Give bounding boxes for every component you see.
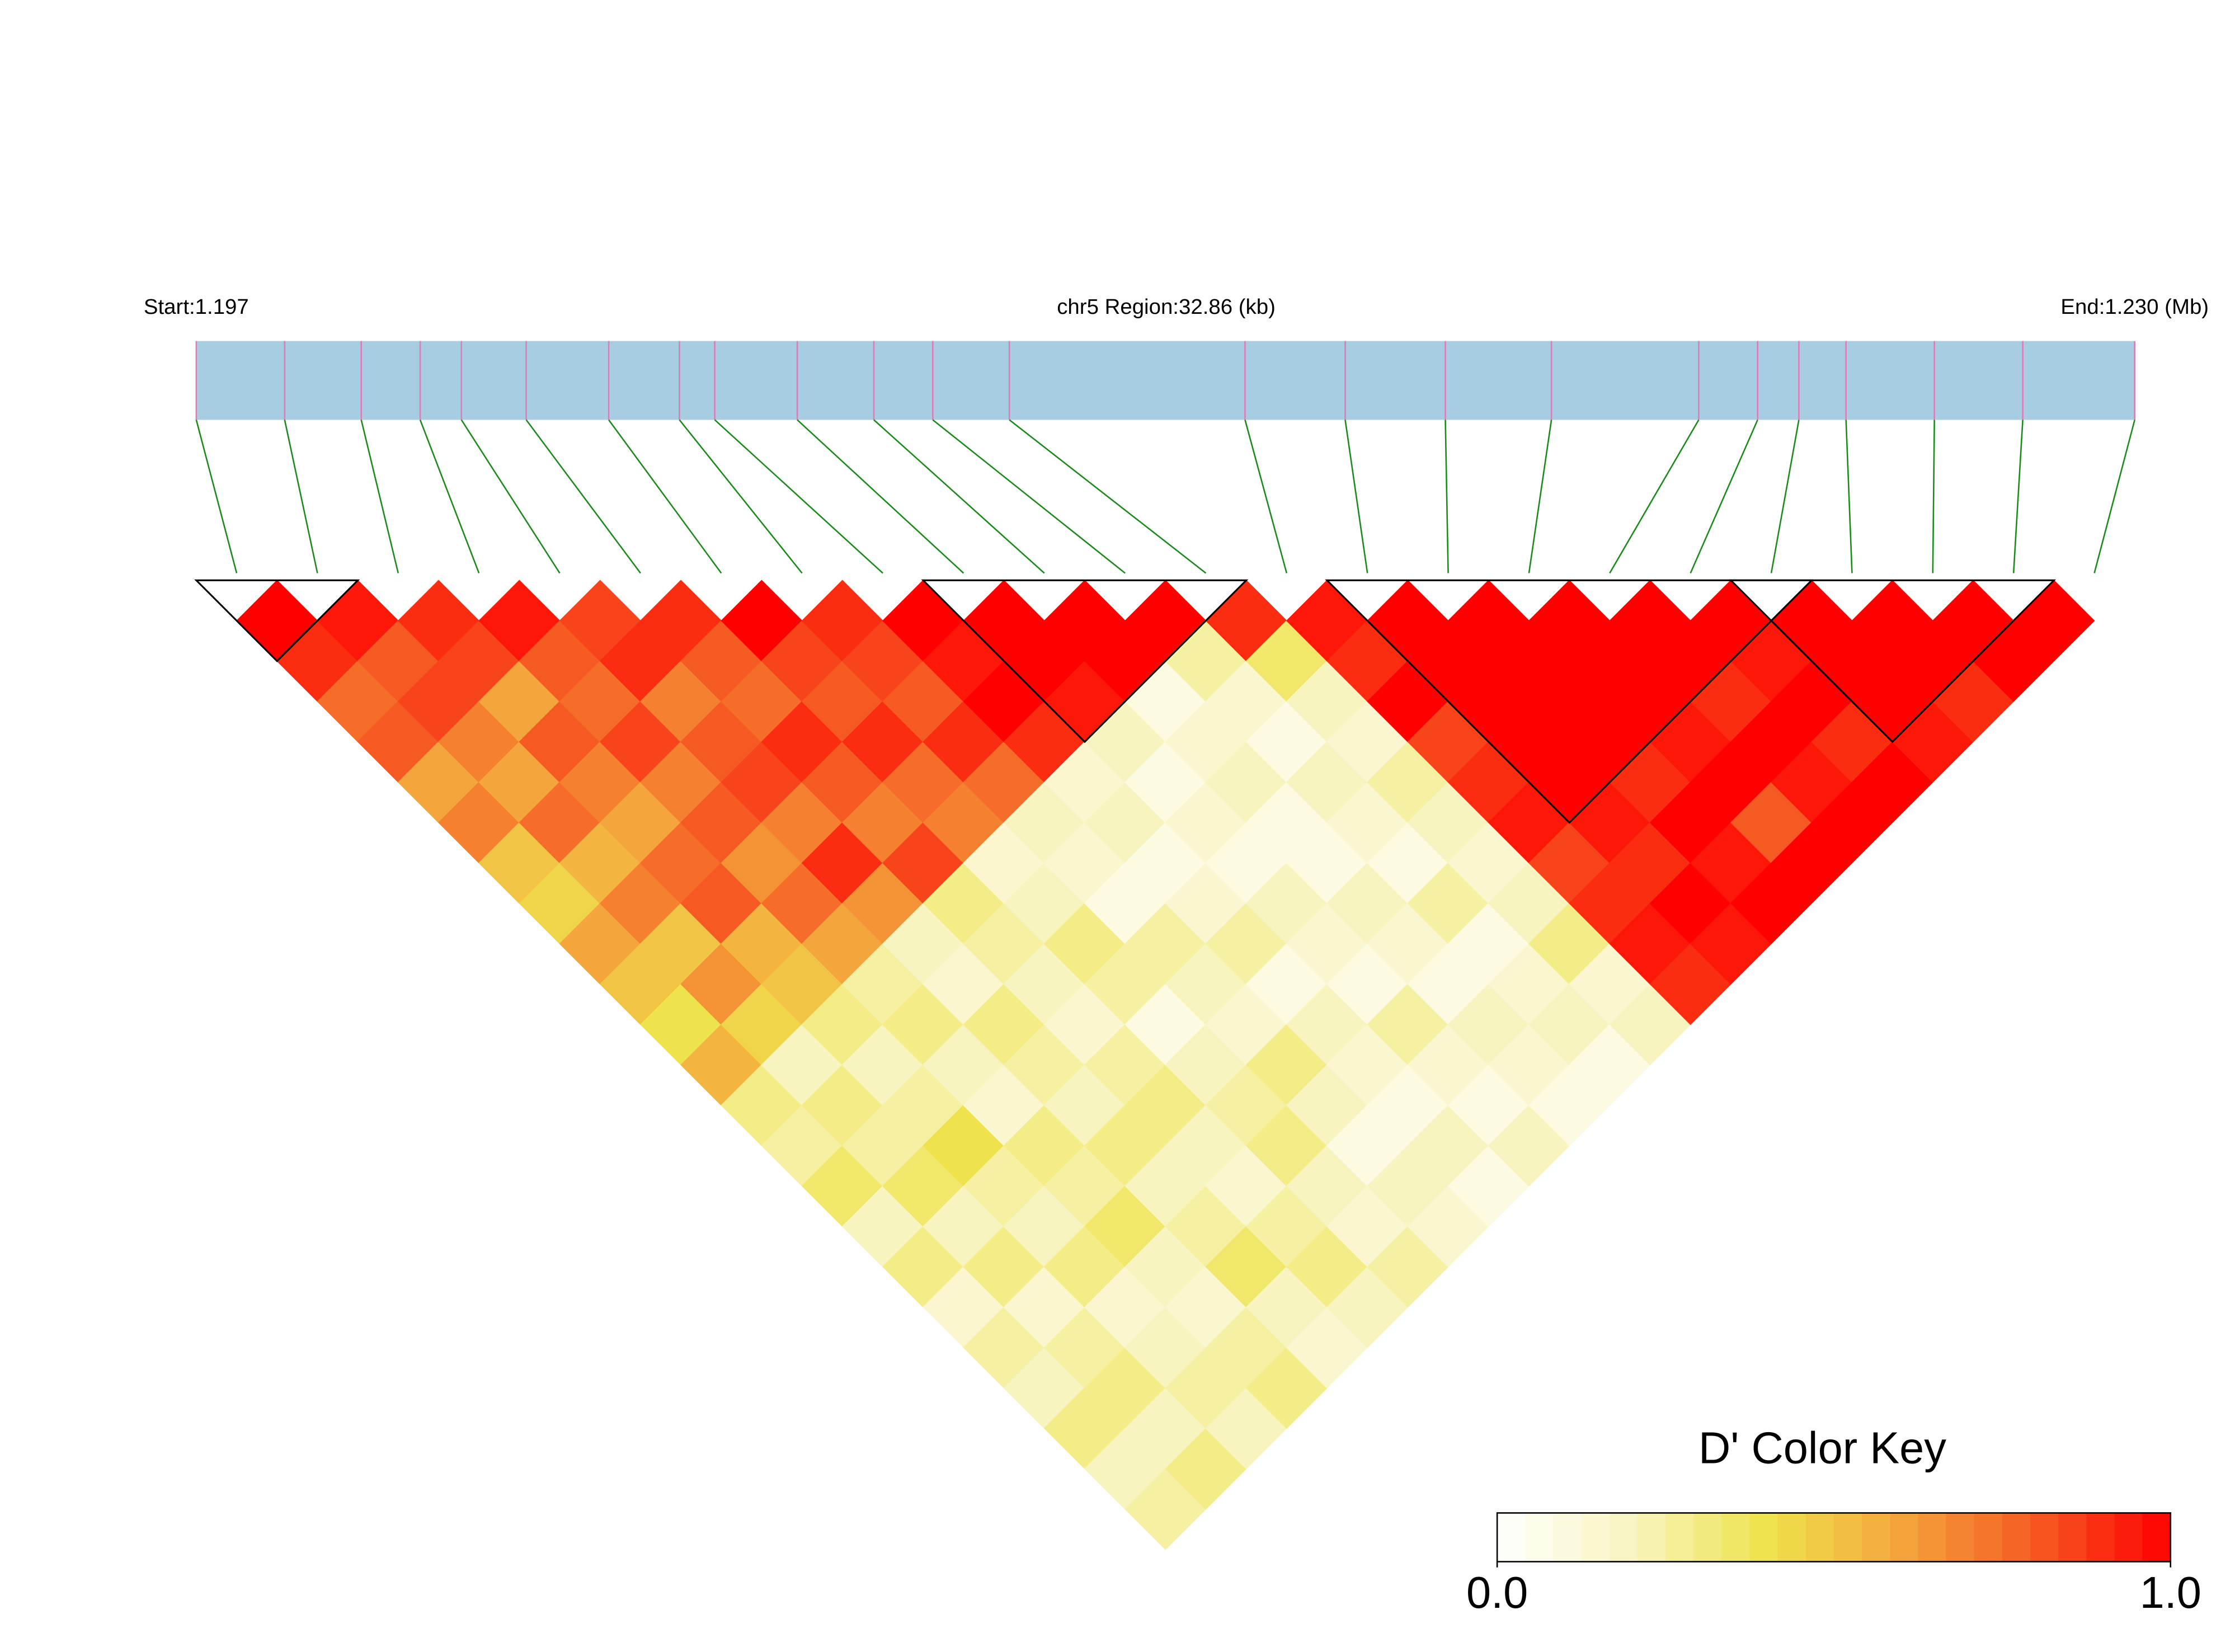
snp-connector <box>873 419 1045 574</box>
snp-connector <box>679 419 803 574</box>
snp-connector <box>2093 420 2135 573</box>
snp-connector <box>284 420 318 573</box>
snp-connector <box>1528 420 1552 573</box>
snp-connector <box>1690 419 1758 574</box>
key-swatch <box>1665 1513 1695 1562</box>
start-label: Start:1.197 <box>144 295 249 319</box>
key-tick-label: 0.0 <box>1466 1568 1528 1617</box>
key-swatch <box>2142 1513 2172 1562</box>
key-title: D' Color Key <box>1698 1423 1946 1472</box>
key-frame <box>1496 1512 2172 1562</box>
snp-connector <box>1609 419 1700 574</box>
snp-connector <box>525 419 641 574</box>
snp-connector <box>1932 420 1935 573</box>
snp-connector <box>797 419 964 574</box>
key-swatch <box>2058 1513 2087 1562</box>
key-swatch <box>1693 1513 1723 1562</box>
key-swatch <box>1749 1513 1778 1562</box>
ld-block <box>1729 579 2057 743</box>
key-swatch <box>2002 1513 2031 1562</box>
key-swatch <box>1581 1513 1611 1562</box>
key-swatch <box>1805 1513 1835 1562</box>
snp-connector <box>460 419 561 574</box>
key-tick-label: 1.0 <box>2140 1568 2201 1617</box>
snp-connector <box>195 420 238 573</box>
key-swatch <box>1721 1513 1751 1562</box>
end-label: End:1.230 (Mb) <box>2060 295 2209 319</box>
snp-connector <box>1009 419 1207 574</box>
key-swatch <box>1497 1513 1526 1562</box>
key-swatch <box>1974 1513 2003 1562</box>
snp-connector <box>1244 420 1288 573</box>
key-swatch <box>1609 1513 1639 1562</box>
snp-connector <box>608 419 722 574</box>
chromosome-bar <box>196 341 2135 420</box>
key-swatch <box>2114 1513 2143 1562</box>
snp-connector <box>1845 420 1853 573</box>
key-swatch <box>2030 1513 2059 1562</box>
snp-connector <box>1344 420 1368 573</box>
key-swatch <box>2086 1513 2115 1562</box>
snp-connector <box>1770 420 1800 573</box>
ld-block <box>921 579 1249 743</box>
snp-connector <box>714 419 883 574</box>
ld-block <box>194 579 360 662</box>
snp-connector <box>932 419 1126 574</box>
chart-title: chr5 Region:32.86 (kb) <box>1057 295 1276 319</box>
snp-connector <box>2012 420 2024 573</box>
snp-connector <box>360 420 399 573</box>
key-swatch <box>1777 1513 1807 1562</box>
key-swatch <box>1637 1513 1667 1562</box>
key-swatch <box>1890 1513 1919 1562</box>
key-swatch <box>1918 1513 1947 1562</box>
key-swatch <box>1862 1513 1891 1562</box>
key-swatch <box>1525 1513 1554 1562</box>
snp-connector <box>1444 420 1449 573</box>
key-swatch <box>1946 1513 1975 1562</box>
key-swatch <box>1833 1513 1863 1562</box>
ld-block <box>1325 579 1814 824</box>
key-swatch <box>1553 1513 1582 1562</box>
snp-connector <box>419 420 480 573</box>
